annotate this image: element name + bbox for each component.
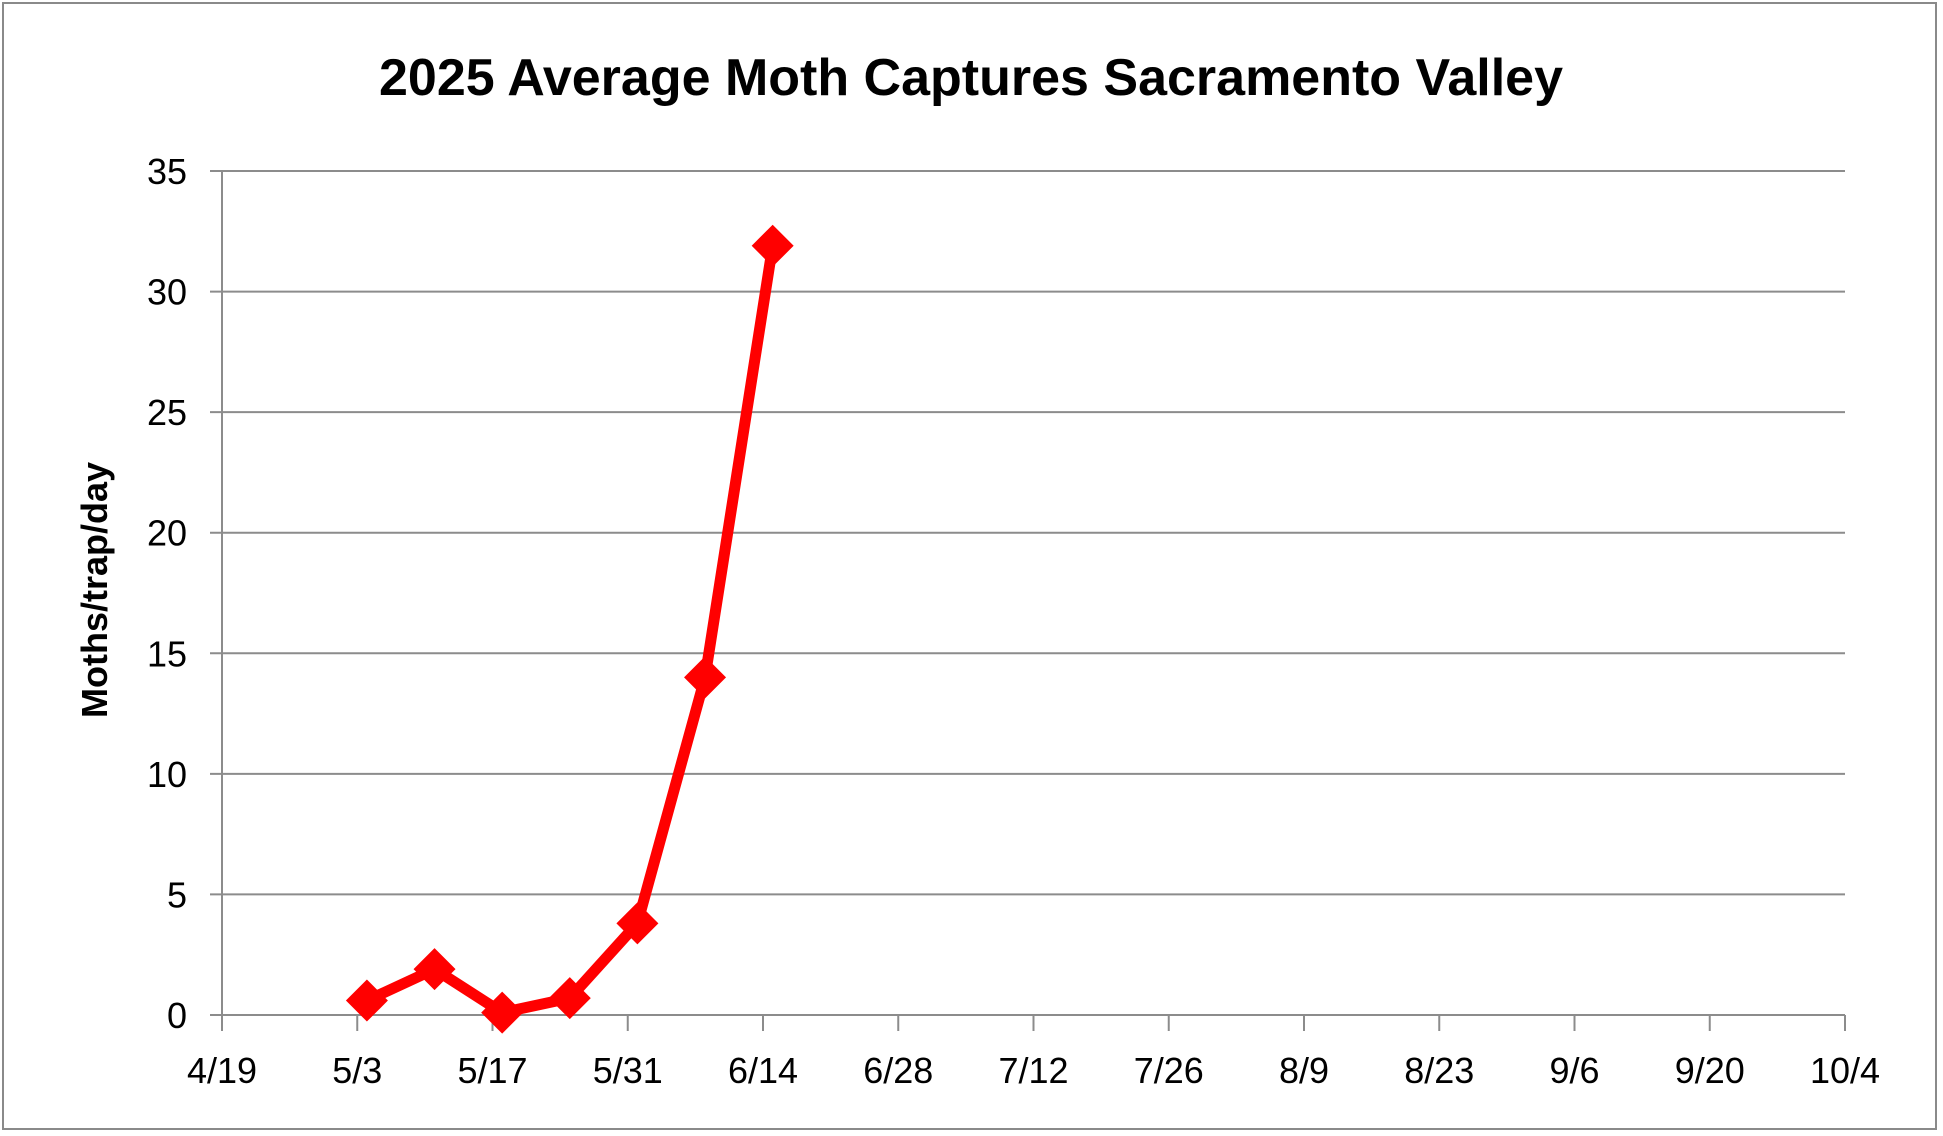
x-tick-label: 8/9 xyxy=(1279,1050,1329,1091)
y-tick-label: 10 xyxy=(147,754,187,795)
x-tick-label: 6/28 xyxy=(863,1050,933,1091)
x-axis-tick-labels: 4/19 5/3 5/17 5/31 6/14 6/28 7/12 7/26 8/9 8/23 9/… xyxy=(187,1050,1880,1091)
y-tick-label: 0 xyxy=(167,995,187,1036)
axes xyxy=(210,171,1846,1031)
x-tick-label: 5/31 xyxy=(593,1050,663,1091)
y-axis-tick-labels: 0 5 10 15 20 25 30 35 xyxy=(147,151,187,1036)
x-tick-label: 10/4 xyxy=(1810,1050,1880,1091)
y-tick-label: 30 xyxy=(147,272,187,313)
data-point-marker xyxy=(481,991,524,1034)
gridlines xyxy=(210,170,1845,896)
data-point-marker xyxy=(548,977,591,1020)
y-tick-label: 5 xyxy=(167,874,187,915)
x-tick-label: 9/6 xyxy=(1549,1050,1599,1091)
x-tick-label: 5/17 xyxy=(457,1050,527,1091)
series-layer xyxy=(345,224,794,1034)
data-point-marker xyxy=(684,656,727,699)
x-tick-label: 8/23 xyxy=(1404,1050,1474,1091)
data-point-marker xyxy=(616,902,659,945)
data-point-marker xyxy=(751,224,794,267)
data-point-marker xyxy=(345,979,388,1022)
x-tick-label: 5/3 xyxy=(332,1050,382,1091)
y-tick-label: 25 xyxy=(147,392,187,433)
data-point-marker xyxy=(413,948,456,991)
chart-title: 2025 Average Moth Captures Sacramento Va… xyxy=(379,49,1563,107)
y-axis-title: Moths/trap/day xyxy=(74,462,115,718)
y-tick-label: 20 xyxy=(147,513,187,554)
x-tick-label: 7/26 xyxy=(1134,1050,1204,1091)
x-tick-label: 9/20 xyxy=(1675,1050,1745,1091)
series-line xyxy=(361,240,779,1019)
y-tick-label: 35 xyxy=(147,151,187,192)
x-tick-label: 6/14 xyxy=(728,1050,798,1091)
x-tick-label: 4/19 xyxy=(187,1050,257,1091)
y-tick-label: 15 xyxy=(147,633,187,674)
x-tick-label: 7/12 xyxy=(998,1050,1068,1091)
